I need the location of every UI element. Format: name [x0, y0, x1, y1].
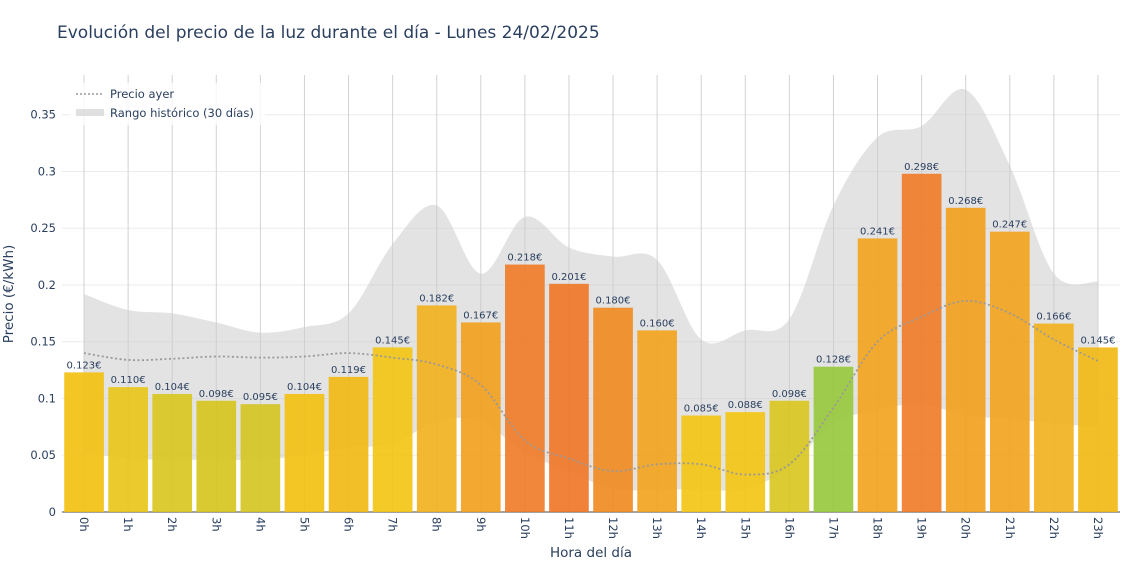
legend: Precio ayer Rango histórico (30 días) [70, 83, 265, 125]
x-tick-label: 0h [77, 517, 91, 532]
bar-value-label: 0.180€ [596, 296, 631, 307]
x-tick-label: 8h [430, 517, 444, 532]
x-axis-title: Hora del día [550, 545, 632, 561]
y-tick-label: 0.05 [30, 448, 56, 462]
price-bar-4h[interactable] [240, 404, 281, 512]
legend-line-label: Precio ayer [110, 87, 174, 101]
price-bar-10h[interactable] [505, 264, 545, 512]
price-bar-11h[interactable] [549, 283, 589, 512]
x-tick-label: 9h [474, 517, 488, 532]
bar-value-label: 0.098€ [199, 389, 234, 400]
x-tick-label: 23h [1091, 517, 1105, 539]
bar-value-label: 0.218€ [507, 253, 542, 264]
bar-value-label: 0.088€ [728, 400, 763, 411]
bar-value-label: 0.201€ [551, 272, 586, 283]
x-tick-label: 15h [738, 517, 752, 539]
yesterday-price-line [83, 299, 1099, 476]
legend-background [70, 83, 265, 125]
price-bar-8h[interactable] [416, 305, 457, 512]
bar-value-label: 0.247€ [992, 220, 1027, 231]
price-bar-20h[interactable] [945, 207, 986, 512]
x-tick-label: 2h [165, 517, 179, 532]
bar-value-label: 0.119€ [331, 365, 366, 376]
bar-value-label: 0.098€ [772, 389, 807, 400]
x-tick-label: 7h [386, 517, 400, 532]
x-tick-label: 12h [606, 517, 620, 539]
bar-value-label: 0.182€ [419, 293, 454, 304]
bar-value-label: 0.145€ [375, 335, 410, 346]
price-bar-19h[interactable] [901, 173, 942, 512]
y-axis-ticks: 0 0.05 0.1 0.15 0.2 0.25 0.3 0.35 [30, 108, 56, 519]
price-bar-22h[interactable] [1034, 323, 1074, 512]
bar-value-label: 0.128€ [816, 355, 851, 366]
price-bar-15h[interactable] [725, 412, 766, 512]
bar-value-label: 0.241€ [860, 226, 895, 237]
price-bar-21h[interactable] [989, 231, 1030, 512]
legend-range-symbol [76, 109, 104, 116]
x-tick-label: 21h [1003, 517, 1017, 539]
bar-value-label: 0.095€ [243, 392, 278, 403]
y-axis-title: Precio (€/kWh) [1, 245, 17, 344]
x-axis-ticks: 0h 1h 2h 3h 4h 5h 6h 7h 8h 9h 10h 11h 12h 13h 14h 15h 16… [77, 517, 1105, 539]
bar-labels-layer: 0.123€ 0.110€ 0.104€ 0.098€ 0.095€ 0.104€ 0.11… [67, 162, 1116, 415]
x-tick-label: 17h [826, 517, 840, 539]
x-tick-label: 1h [121, 517, 135, 532]
bar-value-label: 0.123€ [67, 360, 102, 371]
y-tick-label: 0.2 [38, 278, 56, 292]
price-bar-16h[interactable] [769, 400, 810, 512]
y-tick-label: 0 [49, 505, 56, 519]
bar-value-label: 0.167€ [463, 310, 498, 321]
bar-value-label: 0.110€ [111, 375, 146, 386]
price-bar-1h[interactable] [108, 387, 148, 512]
price-bar-18h[interactable] [857, 238, 898, 513]
bar-value-label: 0.145€ [1080, 335, 1115, 346]
x-tick-label: 3h [209, 517, 223, 532]
x-tick-label: 5h [297, 517, 311, 532]
price-bar-12h[interactable] [593, 307, 633, 512]
y-tick-label: 0.25 [30, 221, 56, 235]
y-tick-label: 0.3 [38, 164, 56, 178]
x-tick-label: 14h [694, 517, 708, 539]
bar-value-label: 0.160€ [640, 318, 675, 329]
y-tick-label: 0.1 [38, 391, 56, 405]
x-tick-label: 6h [342, 517, 356, 532]
bars-layer [64, 173, 1118, 513]
price-bar-9h[interactable] [460, 322, 501, 512]
price-bar-3h[interactable] [196, 400, 237, 512]
price-bar-13h[interactable] [637, 330, 677, 512]
x-tick-label: 13h [650, 517, 664, 539]
price-bar-17h[interactable] [813, 366, 854, 512]
yesterday-line-layer [83, 299, 1099, 476]
x-tick-label: 19h [915, 517, 929, 539]
price-bar-6h[interactable] [328, 376, 369, 512]
x-tick-label: 10h [518, 517, 532, 539]
price-bar-2h[interactable] [152, 393, 193, 512]
bar-value-label: 0.298€ [904, 162, 939, 173]
legend-range-label: Rango histórico (30 días) [110, 106, 254, 120]
chart-title: Evolución del precio de la luz durante e… [57, 23, 600, 43]
x-tick-label: 11h [562, 517, 576, 539]
x-tick-label: 20h [959, 517, 973, 539]
price-bar-5h[interactable] [284, 393, 325, 512]
bar-value-label: 0.085€ [684, 404, 719, 415]
x-tick-label: 16h [782, 517, 796, 539]
x-tick-label: 18h [871, 517, 885, 539]
x-tick-label: 22h [1047, 517, 1061, 539]
y-tick-label: 0.15 [30, 335, 56, 349]
bar-value-label: 0.104€ [287, 382, 322, 393]
price-bar-7h[interactable] [372, 347, 413, 512]
bar-value-label: 0.104€ [155, 382, 190, 393]
bar-value-label: 0.166€ [1036, 312, 1071, 323]
price-bar-0h[interactable] [64, 372, 104, 512]
price-bar-23h[interactable] [1078, 347, 1118, 512]
x-tick-label: 4h [253, 517, 267, 532]
y-tick-label: 0.35 [30, 108, 56, 122]
bar-value-label: 0.268€ [948, 196, 983, 207]
